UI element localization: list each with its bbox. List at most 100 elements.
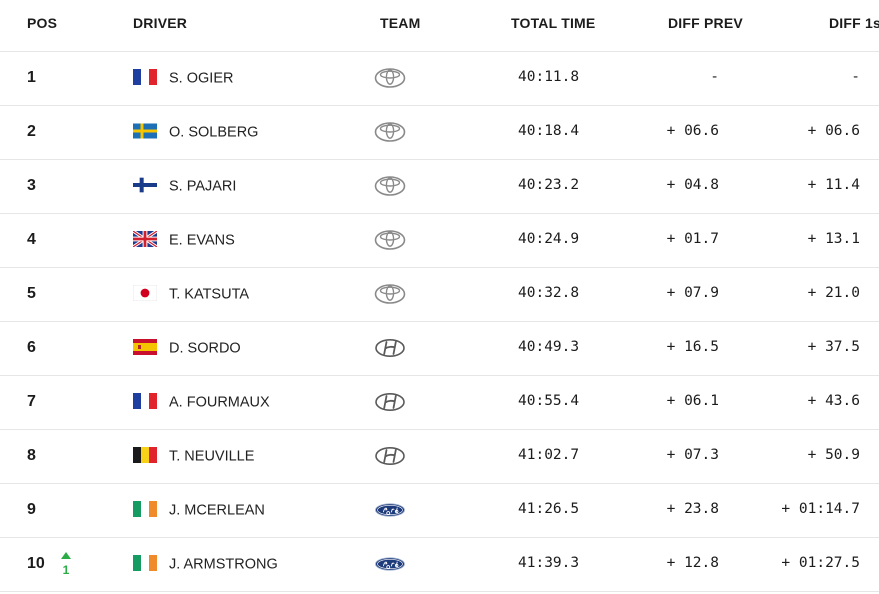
total-time: 40:18.4 <box>518 123 580 139</box>
japan-flag-icon <box>133 285 157 302</box>
position-change-value: 1 <box>62 563 70 577</box>
total-time: 41:39.3 <box>518 555 580 571</box>
driver-cell[interactable]: S. PAJARI <box>133 177 236 197</box>
position: 2 <box>27 123 36 140</box>
diff-first: + 11.4 <box>807 177 860 193</box>
driver-cell[interactable]: J. MCERLEAN <box>133 501 265 521</box>
driver-cell[interactable]: T. NEUVILLE <box>133 447 254 467</box>
total-time: 40:55.4 <box>518 393 580 409</box>
diff-prev: + 06.6 <box>666 123 719 139</box>
table-row[interactable]: 8 T. NEUVILLE 41:02.7 + 07.3 + 50.9 <box>0 430 879 484</box>
header-pos[interactable]: POS <box>27 15 58 31</box>
diff-prev: + 07.3 <box>666 447 719 463</box>
diff-prev: + 04.8 <box>666 177 719 193</box>
diff-first: + 06.6 <box>807 123 860 139</box>
header-driver[interactable]: DRIVER <box>133 15 188 31</box>
diff-first: + 13.1 <box>807 231 860 247</box>
uk-flag-icon <box>133 231 157 248</box>
france-flag-icon <box>133 393 157 410</box>
table-row[interactable]: 9 J. MCERLEAN 41:26.5 + 23.8 + 01:14.7 <box>0 484 879 538</box>
finland-flag-icon <box>133 177 157 193</box>
sweden-flag-icon <box>133 123 157 139</box>
driver-cell[interactable]: S. OGIER <box>133 69 233 89</box>
header-diff-prev[interactable]: DIFF PREV <box>668 15 743 31</box>
table-row[interactable]: 2 O. SOLBERG 40:18.4 + 06.6 + 06.6 <box>0 106 879 160</box>
total-time: 40:49.3 <box>518 339 580 355</box>
diff-first: + 50.9 <box>807 447 860 463</box>
header-diff-first[interactable]: DIFF 1st <box>829 15 879 31</box>
total-time: 40:32.8 <box>518 285 580 301</box>
total-time: 41:26.5 <box>518 501 580 517</box>
diff-prev: + 12.8 <box>666 555 719 571</box>
driver-name[interactable]: D. SORDO <box>169 340 241 357</box>
diff-prev: + 06.1 <box>666 393 719 409</box>
hyundai-logo <box>374 444 406 468</box>
ireland-flag-icon <box>133 555 157 572</box>
position-change: 1 <box>59 552 73 576</box>
diff-prev: + 01.7 <box>666 231 719 247</box>
table-header: POS DRIVER TEAM TOTAL TIME DIFF PREV DIF… <box>0 0 879 52</box>
toyota-logo <box>374 228 406 252</box>
table-row[interactable]: 7 A. FOURMAUX 40:55.4 + 06.1 + 43.6 <box>0 376 879 430</box>
header-team[interactable]: TEAM <box>380 15 421 31</box>
diff-prev: + 07.9 <box>666 285 719 301</box>
diff-first: - <box>851 69 860 85</box>
total-time: 41:02.7 <box>518 447 580 463</box>
driver-cell[interactable]: E. EVANS <box>133 231 235 251</box>
france-flag-icon <box>133 69 157 86</box>
position: 6 <box>27 339 36 356</box>
diff-first: + 21.0 <box>807 285 860 301</box>
toyota-logo <box>374 174 406 198</box>
diff-prev: + 16.5 <box>666 339 719 355</box>
driver-name[interactable]: J. MCERLEAN <box>169 502 265 519</box>
driver-cell[interactable]: O. SOLBERG <box>133 123 258 143</box>
toyota-logo <box>374 120 406 144</box>
driver-name[interactable]: A. FOURMAUX <box>169 394 270 411</box>
driver-cell[interactable]: J. ARMSTRONG <box>133 555 278 575</box>
driver-cell[interactable]: D. SORDO <box>133 339 241 359</box>
driver-name[interactable]: T. NEUVILLE <box>169 448 255 465</box>
position: 3 <box>27 177 36 194</box>
position: 8 <box>27 447 36 464</box>
total-time: 40:23.2 <box>518 177 580 193</box>
driver-name[interactable]: J. ARMSTRONG <box>169 556 278 573</box>
total-time: 40:11.8 <box>518 69 580 85</box>
belgium-flag-icon <box>133 447 157 464</box>
spain-flag-icon <box>133 339 157 356</box>
position: 4 <box>27 231 36 248</box>
ireland-flag-icon <box>133 501 157 518</box>
driver-cell[interactable]: T. KATSUTA <box>133 285 249 305</box>
position: 5 <box>27 285 36 302</box>
diff-first: + 43.6 <box>807 393 860 409</box>
diff-first: + 01:27.5 <box>781 555 860 571</box>
driver-cell[interactable]: A. FOURMAUX <box>133 393 270 413</box>
driver-name[interactable]: O. SOLBERG <box>169 124 259 141</box>
position: 7 <box>27 393 36 410</box>
position: 1 <box>27 69 36 86</box>
diff-prev: + 23.8 <box>666 501 719 517</box>
table-row[interactable]: 5 T. KATSUTA 40:32.8 + 07.9 + 21.0 <box>0 268 879 322</box>
hyundai-logo <box>374 390 406 414</box>
position: 10 <box>27 555 45 572</box>
toyota-logo <box>374 282 406 306</box>
toyota-logo <box>374 66 406 90</box>
ford-logo <box>374 498 406 522</box>
table-row[interactable]: 3 S. PAJARI 40:23.2 + 04.8 + 11.4 <box>0 160 879 214</box>
diff-prev: - <box>710 69 719 85</box>
driver-name[interactable]: E. EVANS <box>169 232 235 249</box>
driver-name[interactable]: T. KATSUTA <box>169 286 250 303</box>
driver-name[interactable]: S. OGIER <box>169 70 234 87</box>
table-row[interactable]: 1 S. OGIER 40:11.8 - - <box>0 52 879 106</box>
hyundai-logo <box>374 336 406 360</box>
header-total-time[interactable]: TOTAL TIME <box>511 15 596 31</box>
driver-name[interactable]: S. PAJARI <box>169 178 237 195</box>
table-row[interactable]: 6 D. SORDO 40:49.3 + 16.5 + 37.5 <box>0 322 879 376</box>
arrow-up-icon <box>61 552 71 559</box>
table-row[interactable]: 4 E. EVANS 40:24.9 + 01.7 + 13.1 <box>0 214 879 268</box>
total-time: 40:24.9 <box>518 231 580 247</box>
ford-logo <box>374 552 406 576</box>
position: 9 <box>27 501 36 518</box>
table-row[interactable]: 10 1 J. ARMSTRONG 41:39.3 + 12.8 + 01:27.5 <box>0 538 879 592</box>
diff-first: + 01:14.7 <box>781 501 860 517</box>
